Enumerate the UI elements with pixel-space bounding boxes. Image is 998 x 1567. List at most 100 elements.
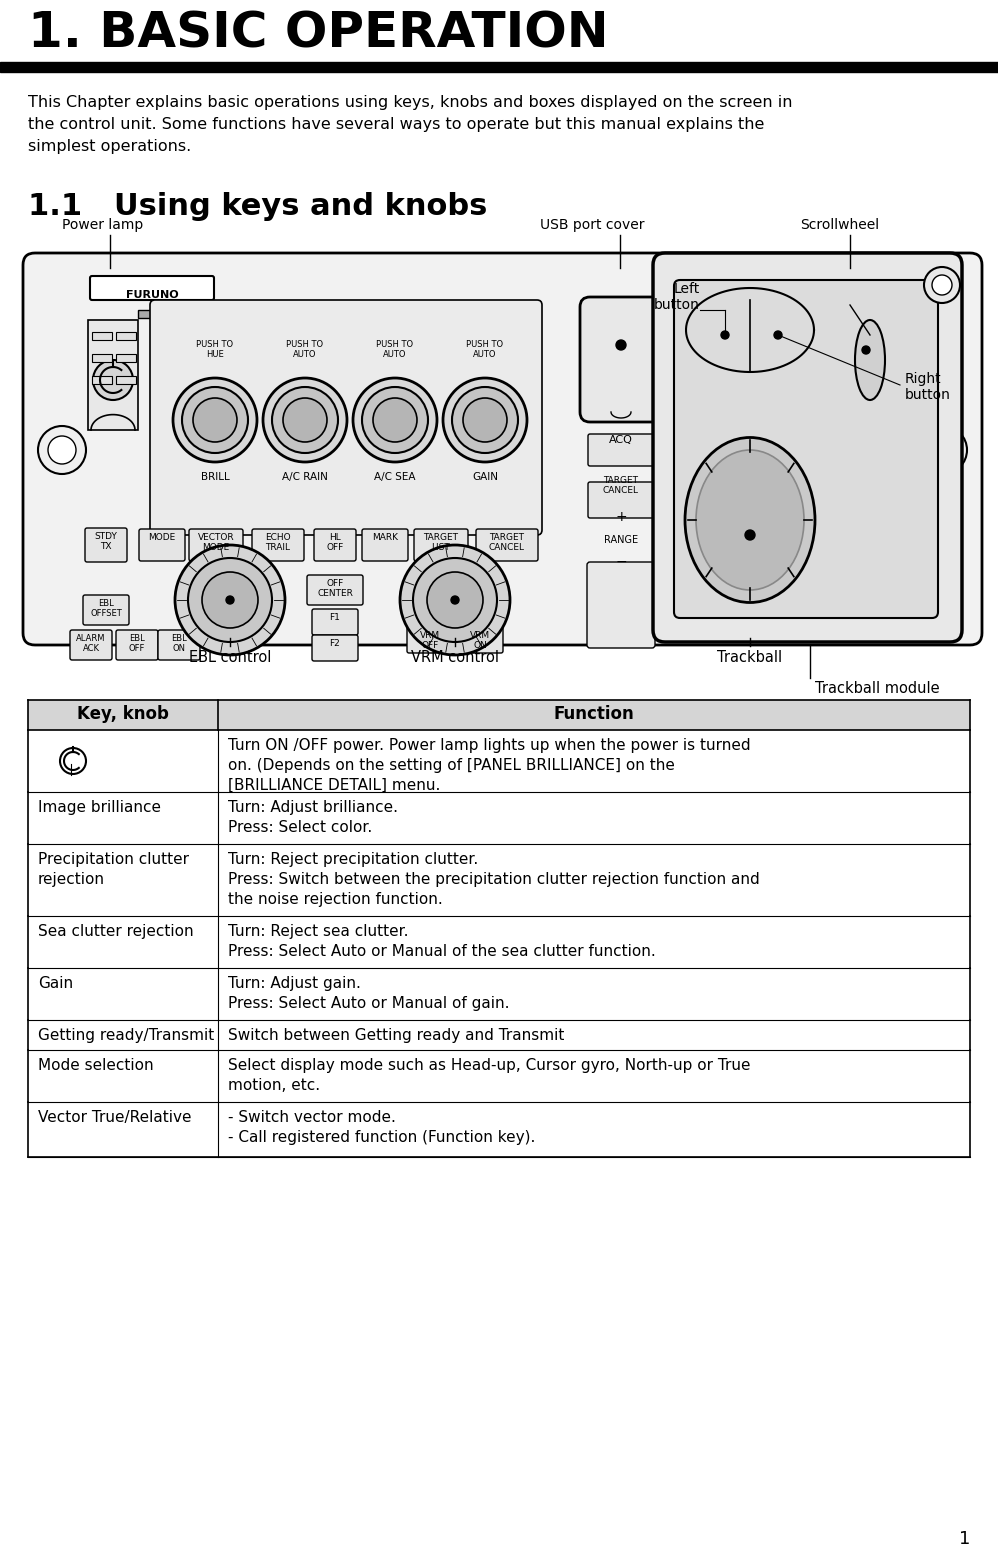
Text: This Chapter explains basic operations using keys, knobs and boxes displayed on : This Chapter explains basic operations u… (28, 96, 792, 155)
Bar (116, 376, 136, 384)
FancyBboxPatch shape (674, 280, 938, 617)
Text: Turn: Reject sea clutter.
Press: Select Auto or Manual of the sea clutter functi: Turn: Reject sea clutter. Press: Select … (228, 925, 656, 959)
Text: - Switch vector mode.
- Call registered function (Function key).: - Switch vector mode. - Call registered … (228, 1109, 535, 1145)
Text: TARGET
CANCEL: TARGET CANCEL (489, 533, 525, 553)
Text: A/C SEA: A/C SEA (374, 472, 416, 483)
Text: 1.1   Using keys and knobs: 1.1 Using keys and knobs (28, 193, 487, 221)
Circle shape (616, 340, 626, 349)
Text: Power lamp: Power lamp (62, 218, 144, 232)
Circle shape (745, 530, 755, 541)
FancyBboxPatch shape (407, 627, 453, 653)
Text: EBL
OFFSET: EBL OFFSET (90, 599, 122, 619)
Text: MARK: MARK (372, 533, 398, 542)
Circle shape (283, 398, 327, 442)
Text: Gain: Gain (38, 976, 73, 990)
Text: F1: F1 (329, 613, 340, 622)
Bar (88, 320, 138, 429)
Text: FURUNO: FURUNO (126, 290, 179, 299)
FancyBboxPatch shape (70, 630, 112, 660)
Text: Key, knob: Key, knob (77, 705, 169, 722)
Text: 1: 1 (959, 1529, 970, 1548)
Text: Left
button: Left button (654, 282, 700, 312)
Circle shape (373, 398, 417, 442)
FancyBboxPatch shape (314, 530, 356, 561)
Bar (28, 1102, 970, 1156)
Text: Turn ON /OFF power. Power lamp lights up when the power is turned
on. (Depends o: Turn ON /OFF power. Power lamp lights up… (228, 738, 750, 793)
Circle shape (272, 387, 338, 453)
Bar (138, 310, 156, 318)
Circle shape (188, 558, 272, 642)
Circle shape (93, 360, 133, 400)
Bar (28, 700, 970, 730)
Text: EBL control: EBL control (189, 650, 271, 664)
FancyBboxPatch shape (116, 630, 158, 660)
FancyBboxPatch shape (653, 252, 962, 642)
Text: ACQ: ACQ (609, 436, 633, 445)
Circle shape (226, 595, 234, 603)
Circle shape (263, 378, 347, 462)
Bar (28, 917, 970, 968)
Circle shape (924, 266, 960, 302)
Circle shape (932, 274, 952, 295)
Text: VRM
OFF: VRM OFF (420, 632, 440, 650)
Ellipse shape (855, 320, 885, 400)
Circle shape (452, 387, 518, 453)
Text: Scrollwheel: Scrollwheel (800, 218, 879, 232)
Bar (92, 332, 112, 340)
Text: Switch between Getting ready and Transmit: Switch between Getting ready and Transmi… (228, 1028, 565, 1044)
Text: TARGET
CANCEL: TARGET CANCEL (603, 476, 639, 495)
Circle shape (202, 572, 258, 628)
Text: 1. BASIC OPERATION: 1. BASIC OPERATION (28, 9, 609, 58)
FancyBboxPatch shape (580, 298, 662, 422)
Text: Sea clutter rejection: Sea clutter rejection (38, 925, 194, 939)
FancyBboxPatch shape (139, 530, 185, 561)
Text: MODE: MODE (149, 533, 176, 542)
Text: VRM
ON: VRM ON (470, 632, 490, 650)
Circle shape (173, 378, 257, 462)
Circle shape (721, 331, 729, 338)
Circle shape (774, 331, 782, 338)
Bar (28, 730, 970, 791)
Text: HL
OFF: HL OFF (326, 533, 343, 553)
Bar (28, 1050, 970, 1102)
Text: Turn: Adjust gain.
Press: Select Auto or Manual of gain.: Turn: Adjust gain. Press: Select Auto or… (228, 976, 510, 1011)
FancyBboxPatch shape (312, 635, 358, 661)
Text: ECHO
TRAIL: ECHO TRAIL (265, 533, 290, 553)
FancyBboxPatch shape (476, 530, 538, 561)
Text: Trackball module: Trackball module (815, 682, 940, 696)
Circle shape (193, 398, 237, 442)
Text: OFF
CENTER: OFF CENTER (317, 578, 353, 599)
Text: Mode selection: Mode selection (38, 1058, 154, 1073)
FancyBboxPatch shape (158, 630, 200, 660)
Circle shape (48, 436, 76, 464)
Circle shape (38, 426, 86, 473)
FancyBboxPatch shape (588, 434, 654, 465)
Circle shape (451, 595, 459, 603)
Bar (116, 332, 136, 340)
Text: VRM control: VRM control (411, 650, 499, 664)
Circle shape (929, 436, 957, 464)
Bar (28, 968, 970, 1020)
Circle shape (463, 398, 507, 442)
FancyBboxPatch shape (90, 276, 214, 299)
Text: GAIN: GAIN (472, 472, 498, 483)
Bar (0, 63, 998, 72)
Text: PUSH TO
HUE: PUSH TO HUE (197, 340, 234, 359)
FancyBboxPatch shape (83, 595, 129, 625)
Text: Function: Function (554, 705, 635, 722)
FancyBboxPatch shape (312, 610, 358, 635)
Text: A/C RAIN: A/C RAIN (282, 472, 328, 483)
Text: ALARM
ACK: ALARM ACK (76, 635, 106, 653)
Circle shape (919, 426, 967, 473)
Circle shape (353, 378, 437, 462)
Ellipse shape (685, 437, 815, 602)
Text: Getting ready/Transmit: Getting ready/Transmit (38, 1028, 215, 1044)
Text: Trackball: Trackball (718, 650, 782, 664)
Text: F2: F2 (329, 639, 340, 649)
Text: EBL
ON: EBL ON (171, 635, 187, 653)
Text: BRILL: BRILL (201, 472, 230, 483)
Circle shape (427, 572, 483, 628)
Bar (28, 1020, 970, 1050)
Circle shape (175, 545, 285, 655)
FancyBboxPatch shape (457, 627, 503, 653)
